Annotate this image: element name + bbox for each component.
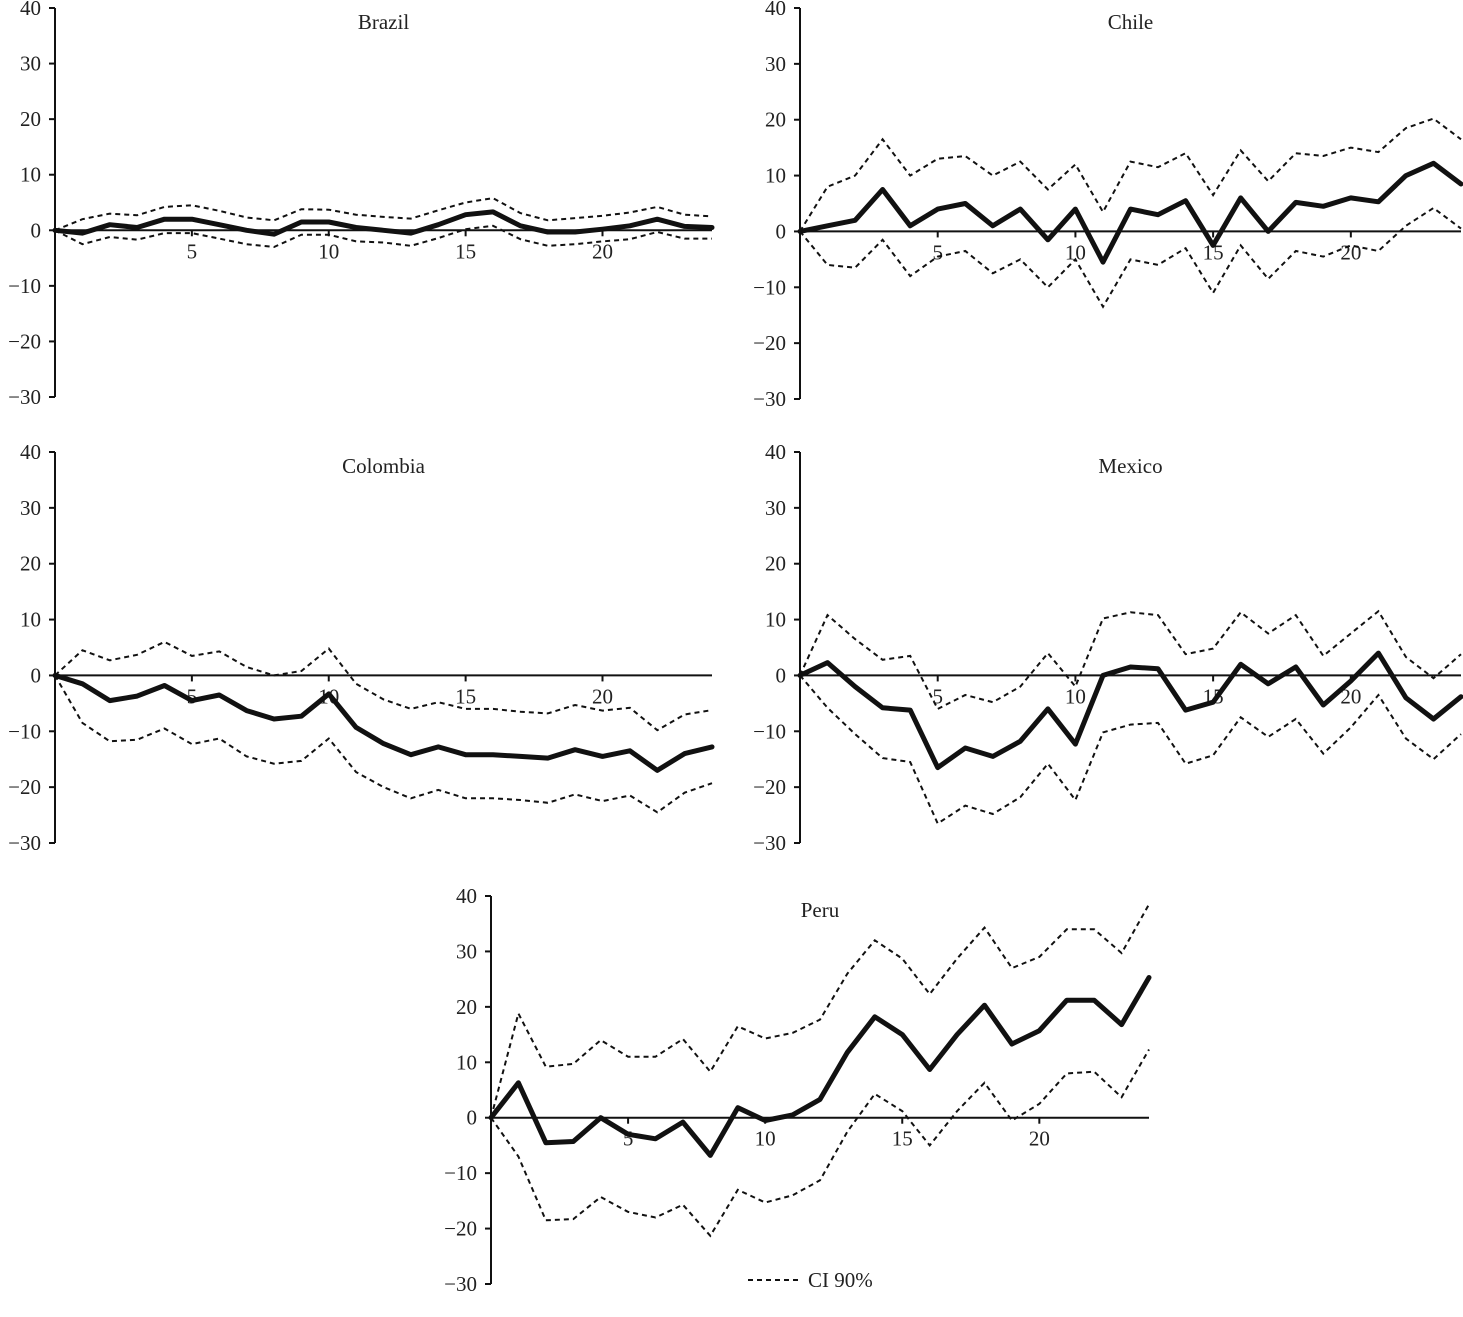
x-tick-label: 15	[892, 1127, 913, 1151]
y-tick-label: −10	[753, 719, 786, 743]
x-tick-label: 20	[1340, 684, 1361, 708]
x-tick-label: 10	[318, 239, 339, 263]
series-ci-lower-chile	[799, 206, 1462, 309]
series-estimate-brazil	[52, 209, 715, 237]
x-tick-label: 20	[1029, 1127, 1050, 1151]
x-tick-label: 20	[1340, 240, 1361, 264]
panel-title-peru: Peru	[801, 898, 840, 922]
series-ci-lower-colombia	[54, 674, 713, 814]
y-tick-label: 10	[20, 163, 41, 187]
series-ci-upper-chile	[799, 117, 1462, 232]
x-tick-label: 15	[455, 239, 476, 263]
x-tick-label: 20	[592, 684, 613, 708]
y-tick-label: 40	[20, 0, 41, 20]
y-tick-label: 0	[776, 663, 787, 687]
series-estimate-chile	[797, 160, 1463, 265]
y-tick-label: −30	[8, 385, 41, 409]
y-tick-label: 40	[20, 440, 41, 464]
y-tick-label: 40	[765, 0, 786, 20]
y-tick-label: 20	[20, 552, 41, 576]
panel-title-brazil: Brazil	[358, 10, 409, 34]
x-tick-label: 5	[932, 684, 943, 708]
y-tick-label: 30	[456, 939, 477, 963]
y-tick-label: 30	[20, 52, 41, 76]
y-tick-label: −10	[8, 274, 41, 298]
y-tick-label: 30	[20, 496, 41, 520]
panel-title-colombia: Colombia	[342, 454, 426, 478]
legend: CI 90%	[748, 1268, 873, 1292]
y-tick-label: 30	[765, 496, 786, 520]
y-tick-label: −30	[444, 1272, 477, 1296]
y-tick-label: −20	[8, 329, 41, 353]
panel-chile: 40 30 20 10 0 −10 −20 −30 5 10 15 20 Chile	[753, 0, 1463, 411]
panel-brazil: 40 30 20 10 0 −10 −20 −30 5 10 15 20 Brazil	[8, 0, 715, 409]
y-tick-label: −30	[8, 831, 41, 855]
series-ci-upper-brazil	[54, 197, 713, 232]
panel-title-mexico: Mexico	[1098, 454, 1162, 478]
y-tick-label: −10	[8, 719, 41, 743]
series-ci-upper-mexico	[799, 609, 1462, 711]
series-ci-upper-colombia	[54, 640, 713, 732]
y-tick-label: −20	[8, 775, 41, 799]
series-ci-lower-mexico	[799, 674, 1462, 825]
panels-container: 40 30 20 10 0 −10 −20 −30 5 10 15 20 Brazil 40 30 20 10 0…	[8, 0, 1463, 1296]
series-ci-upper-peru	[490, 903, 1150, 1118]
y-tick-label: 10	[765, 164, 786, 188]
y-tick-label: −30	[753, 831, 786, 855]
x-tick-label: 5	[623, 1127, 634, 1151]
y-tick-label: 20	[765, 108, 786, 132]
y-tick-label: 0	[31, 663, 42, 687]
series-estimate-colombia	[52, 672, 715, 773]
x-tick-label: 20	[592, 239, 613, 263]
y-tick-label: 40	[456, 884, 477, 908]
panel-title-chile: Chile	[1108, 10, 1154, 34]
x-tick-label: 5	[932, 240, 943, 264]
x-tick-label: 15	[455, 684, 476, 708]
x-tick-label: 10	[1065, 684, 1086, 708]
series-estimate-peru	[488, 975, 1152, 1158]
y-tick-label: 10	[765, 608, 786, 632]
y-tick-label: 30	[765, 52, 786, 76]
y-tick-label: 0	[776, 219, 787, 243]
series-ci-lower-peru	[490, 1049, 1150, 1238]
series-estimate-mexico	[797, 650, 1463, 771]
panel-peru: 40 30 20 10 0 −10 −20 −30 5 10 15 20 Peru	[444, 884, 1152, 1296]
y-tick-label: −20	[444, 1217, 477, 1241]
y-tick-label: 20	[20, 107, 41, 131]
y-tick-label: 40	[765, 440, 786, 464]
x-tick-label: 5	[187, 684, 198, 708]
y-tick-label: −30	[753, 387, 786, 411]
y-tick-label: 20	[456, 995, 477, 1019]
x-tick-label: 10	[1065, 240, 1086, 264]
x-tick-label: 10	[755, 1127, 776, 1151]
y-tick-label: 0	[467, 1106, 478, 1130]
y-tick-label: −20	[753, 775, 786, 799]
x-tick-label: 15	[1203, 240, 1224, 264]
legend-ci-label: CI 90%	[808, 1268, 873, 1292]
x-tick-label: 5	[187, 239, 198, 263]
y-tick-label: 20	[765, 552, 786, 576]
y-tick-label: −10	[444, 1161, 477, 1185]
y-tick-label: 10	[456, 1050, 477, 1074]
y-tick-label: 10	[20, 608, 41, 632]
y-tick-label: 0	[31, 218, 42, 242]
y-tick-label: −10	[753, 275, 786, 299]
y-tick-label: −20	[753, 331, 786, 355]
